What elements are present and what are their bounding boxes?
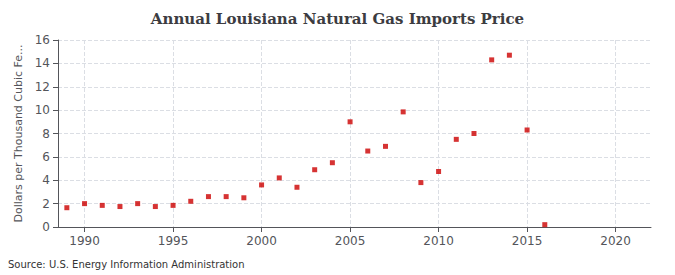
svg-text:12: 12 bbox=[35, 80, 50, 94]
svg-text:2010: 2010 bbox=[423, 234, 454, 248]
svg-text:2020: 2020 bbox=[600, 234, 631, 248]
svg-text:16: 16 bbox=[35, 33, 50, 47]
svg-text:0: 0 bbox=[42, 220, 50, 234]
svg-text:2000: 2000 bbox=[246, 234, 277, 248]
svg-text:14: 14 bbox=[35, 56, 50, 70]
svg-text:2: 2 bbox=[42, 197, 50, 211]
svg-text:2015: 2015 bbox=[512, 234, 543, 248]
svg-text:8: 8 bbox=[42, 127, 50, 141]
svg-text:4: 4 bbox=[42, 173, 50, 187]
svg-text:Dollars per Thousand Cubic Fe.: Dollars per Thousand Cubic Fe... bbox=[12, 44, 25, 222]
svg-text:Source: U.S. Energy Informatio: Source: U.S. Energy Information Administ… bbox=[8, 259, 245, 270]
svg-text:1995: 1995 bbox=[158, 234, 189, 248]
svg-text:10: 10 bbox=[35, 103, 50, 117]
svg-text:6: 6 bbox=[42, 150, 50, 164]
svg-text:1990: 1990 bbox=[69, 234, 100, 248]
svg-text:Annual Louisiana Natural Gas I: Annual Louisiana Natural Gas Imports Pri… bbox=[150, 10, 524, 28]
svg-text:2005: 2005 bbox=[335, 234, 366, 248]
